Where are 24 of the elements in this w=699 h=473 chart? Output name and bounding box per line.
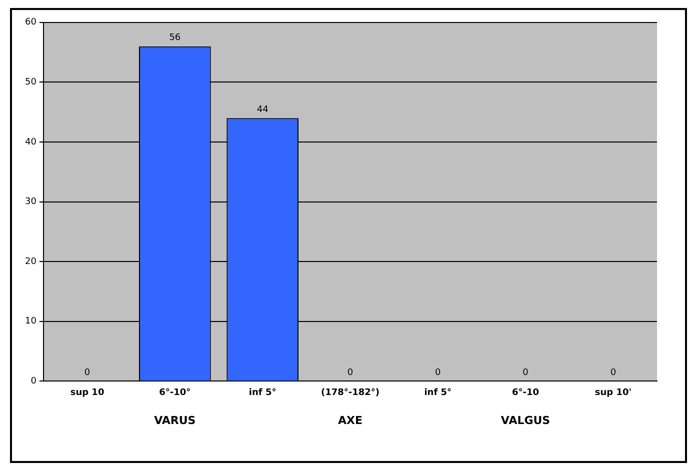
x-tick-label: 6°-10 <box>512 388 540 398</box>
data-label: 0 <box>610 368 616 378</box>
x-tick-label: inf 5° <box>424 388 452 398</box>
y-tick-label: 10 <box>25 316 37 327</box>
data-label: 0 <box>435 368 442 378</box>
data-label: 56 <box>169 33 181 44</box>
data-label: 0 <box>522 368 529 378</box>
x-tick-label: sup 10' <box>594 388 632 398</box>
y-tick-label: 60 <box>25 18 37 28</box>
y-tick-label: 20 <box>25 256 37 267</box>
x-tick-label: sup 10 <box>70 388 104 398</box>
y-tick-label: 40 <box>25 137 37 148</box>
x-tick-label: 6°-10° <box>159 388 191 398</box>
y-tick-label: 50 <box>25 78 37 88</box>
y-tick-label: 30 <box>25 197 37 208</box>
text: AXE <box>338 414 362 428</box>
data-label: 0 <box>347 368 354 378</box>
x-tick-label: (178°-182°) <box>320 388 380 398</box>
data-label: 0 <box>84 368 90 378</box>
x-tick-label: inf 5° <box>248 388 276 398</box>
data-label: 44 <box>256 104 269 115</box>
text: VALGUS <box>500 414 550 428</box>
text: VARUS <box>154 414 196 428</box>
y-tick-label: 0 <box>30 376 37 387</box>
